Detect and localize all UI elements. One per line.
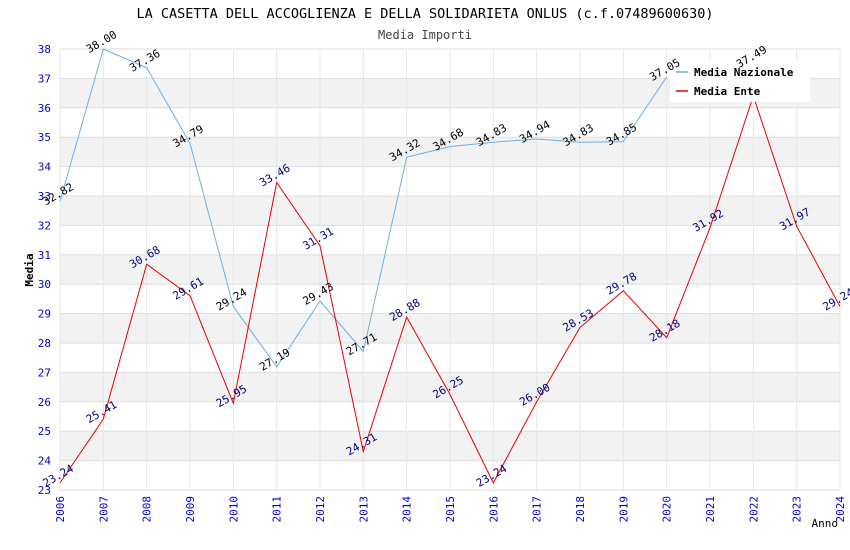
y-tick-label: 26 <box>38 396 51 409</box>
y-tick-label: 32 <box>38 219 51 232</box>
legend: Media Nazionale Media Ente <box>670 60 810 102</box>
y-tick-label: 38 <box>38 43 51 56</box>
x-tick-label: 2007 <box>97 496 110 523</box>
x-tick-label: 2021 <box>704 496 717 523</box>
y-tick-label: 33 <box>38 190 51 203</box>
y-tick-label: 30 <box>38 278 51 291</box>
y-tick-labels: 23 24 25 26 27 28 29 30 31 32 33 34 35 36 37 38 <box>38 43 52 497</box>
y-tick-label: 35 <box>38 131 51 144</box>
y-tick-label: 34 <box>38 161 52 174</box>
x-tick-label: 2019 <box>617 496 630 523</box>
x-tick-label: 2015 <box>444 496 457 523</box>
media-ente-line <box>59 94 841 484</box>
x-tick-label: 2024 <box>834 496 847 523</box>
series-lines <box>59 48 841 484</box>
y-axis-label: Media <box>23 253 36 286</box>
media-nazionale-data-label: 27.19 <box>257 346 292 374</box>
x-tick-label: 2008 <box>141 496 154 523</box>
y-tick-label: 31 <box>38 249 51 262</box>
y-tick-label: 36 <box>38 102 51 115</box>
x-tick-label: 2013 <box>357 496 370 523</box>
y-tick-label: 27 <box>38 366 51 379</box>
y-tick-label: 28 <box>38 337 51 350</box>
media-ente-data-label: 31.31 <box>301 225 336 253</box>
x-tick-label: 2009 <box>184 496 197 523</box>
media-ente-data-label: 29.24 <box>821 285 850 313</box>
x-tick-labels: 2006 2007 2008 2009 2010 2011 2012 2013 2014 2015… <box>54 496 847 523</box>
x-tick-label: 2010 <box>227 496 240 523</box>
y-tick-label: 25 <box>38 425 51 438</box>
y-tick-label: 23 <box>38 484 51 497</box>
media-nazionale-data-label: 29.24 <box>214 285 250 313</box>
legend-label-media-nazionale: Media Nazionale <box>694 66 794 79</box>
x-tick-label: 2012 <box>314 496 327 523</box>
x-tick-label: 2016 <box>487 496 500 522</box>
x-tick-label: 2023 <box>791 496 804 523</box>
chart-subtitle: Media Importi <box>378 28 472 42</box>
x-tick-label: 2020 <box>661 496 674 523</box>
x-tick-label: 2018 <box>574 496 587 523</box>
x-axis-label: Anno <box>812 517 839 530</box>
x-tick-label: 2017 <box>531 496 544 523</box>
x-tick-label: 2006 <box>54 496 67 523</box>
media-nazionale-data-label: 38.00 <box>84 28 119 56</box>
media-nazionale-line <box>59 48 668 368</box>
grid-lines <box>59 48 841 491</box>
y-tick-label: 29 <box>38 308 51 321</box>
y-tick-label: 37 <box>38 72 51 85</box>
x-tick-label: 2014 <box>401 496 414 523</box>
legend-box <box>670 60 810 102</box>
y-tick-label: 24 <box>38 455 52 468</box>
media-nazionale-data-label: 37.36 <box>127 47 162 75</box>
legend-label-media-ente: Media Ente <box>694 85 761 98</box>
media-ente-data-label: 23.24 <box>474 462 510 490</box>
x-tick-label: 2011 <box>271 496 284 523</box>
x-tick-label: 2022 <box>747 496 760 523</box>
chart-title: LA CASETTA DELL ACCOGLIENZA E DELLA SOLI… <box>136 6 713 22</box>
